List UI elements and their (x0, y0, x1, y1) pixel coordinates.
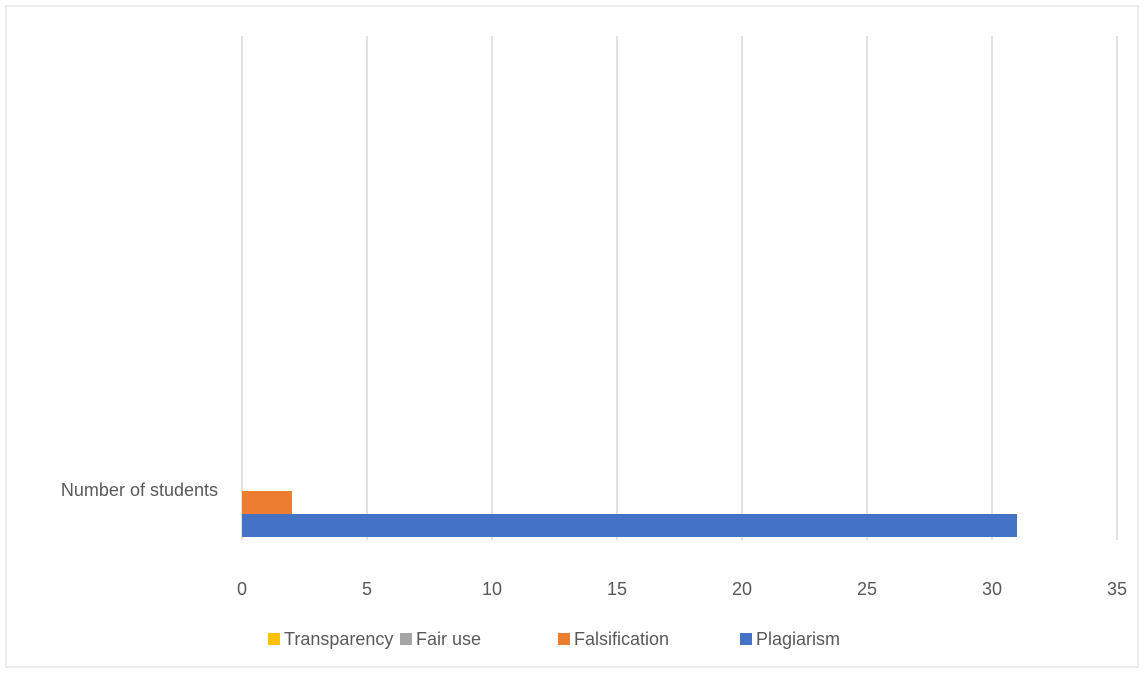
legend-label: Falsification (574, 629, 669, 649)
x-tick-label: 20 (732, 579, 752, 599)
legend-swatch (558, 633, 570, 645)
legend-label: Transparency (284, 629, 393, 649)
legend-label: Fair use (416, 629, 481, 649)
x-tick-label: 0 (237, 579, 247, 599)
x-tick-label: 35 (1107, 579, 1127, 599)
legend-label: Plagiarism (756, 629, 840, 649)
bar (242, 491, 292, 514)
x-tick-label: 15 (607, 579, 627, 599)
chart-frame (5, 5, 1139, 668)
legend-swatch (268, 633, 280, 645)
legend-swatch (740, 633, 752, 645)
x-tick-label: 10 (482, 579, 502, 599)
bar (242, 514, 1017, 537)
y-tick-label: Number of students (61, 480, 218, 500)
x-tick-label: 30 (982, 579, 1002, 599)
x-tick-label: 5 (362, 579, 372, 599)
legend-swatch (400, 633, 412, 645)
x-tick-label: 25 (857, 579, 877, 599)
